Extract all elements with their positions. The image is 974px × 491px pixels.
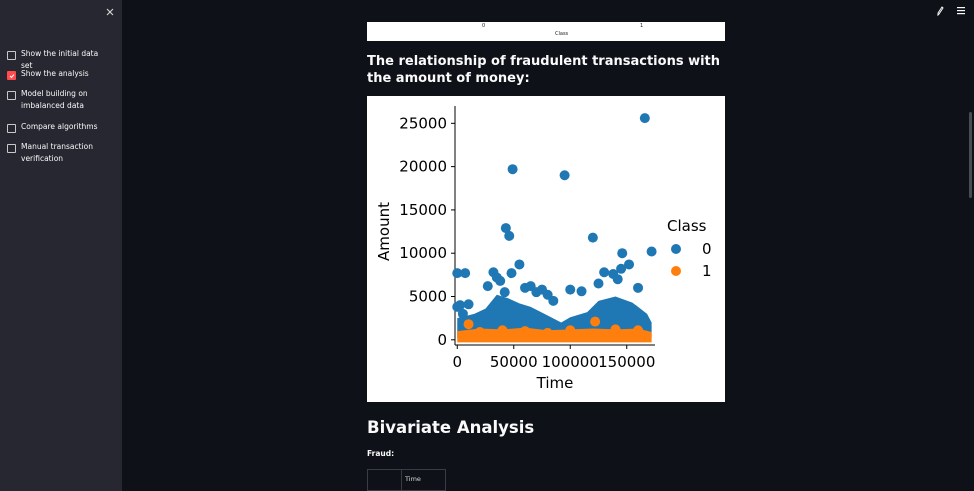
- checkbox-option[interactable]: Manual transaction verification: [7, 142, 111, 165]
- tick-label: 0: [482, 23, 486, 29]
- sidebar: Show the initial data set Show the analys…: [0, 0, 122, 491]
- checkbox[interactable]: [7, 144, 16, 153]
- y-tick-label: 0: [437, 331, 447, 349]
- hamburger-menu-icon[interactable]: [956, 6, 966, 18]
- checkbox-label: Show the initial data set: [21, 49, 99, 70]
- checkbox-option[interactable]: Model building on imbalanced data: [7, 89, 111, 112]
- class-0-point: [599, 267, 610, 278]
- y-tick-label: 25000: [399, 114, 447, 132]
- previous-chart-strip: 0 1 Class: [367, 22, 725, 41]
- class-0-point: [639, 113, 650, 124]
- scrollbar[interactable]: [969, 112, 972, 198]
- class-0-point: [559, 170, 570, 181]
- class-0-point: [507, 164, 518, 175]
- data-table: Time: [367, 469, 446, 491]
- checkmark-icon: [9, 73, 14, 78]
- table-header-time: Time: [405, 475, 421, 483]
- class-0-point: [457, 308, 468, 319]
- class-0-point: [452, 268, 463, 279]
- checkbox-label: Model building on imbalanced data: [21, 89, 88, 110]
- y-tick-label: 10000: [399, 244, 447, 262]
- class-0-point: [587, 232, 598, 243]
- class-1-point: [610, 324, 621, 335]
- class-0-point: [499, 287, 510, 298]
- class-1-point: [520, 326, 531, 337]
- class-0-point: [514, 259, 525, 270]
- checkbox-option[interactable]: Show the analysis: [7, 69, 111, 80]
- close-sidebar-button[interactable]: [103, 5, 117, 19]
- legend-title: Class: [667, 217, 707, 235]
- class-1-point: [497, 325, 508, 336]
- class-0-point: [624, 259, 635, 270]
- checkbox-option[interactable]: Show the initial data set: [7, 49, 111, 72]
- checkbox[interactable]: [7, 124, 16, 133]
- class-0-point: [612, 274, 623, 285]
- y-tick-label: 20000: [399, 158, 447, 176]
- checkbox[interactable]: [7, 91, 16, 100]
- class-0-point: [617, 248, 628, 259]
- class-0-point: [646, 246, 657, 257]
- class-0-point: [633, 282, 644, 293]
- class-0-point: [463, 299, 474, 310]
- checkbox-label: Show the analysis: [21, 69, 89, 78]
- class-0-point: [593, 278, 604, 289]
- class-1-point: [633, 325, 644, 336]
- y-tick-label: 15000: [399, 201, 447, 219]
- fraud-label: Fraud:: [367, 449, 395, 458]
- page-heading: The relationship of fraudulent transacti…: [367, 54, 721, 86]
- class-0-point: [482, 281, 493, 292]
- class-1-point: [590, 316, 601, 327]
- legend-marker: [671, 266, 681, 276]
- legend-marker: [671, 244, 681, 254]
- class-0-point: [576, 286, 587, 297]
- class-0-point: [495, 275, 506, 286]
- class-0-point: [460, 268, 471, 279]
- checkbox-option[interactable]: Compare algorithms: [7, 122, 111, 133]
- class-0-point: [616, 263, 627, 274]
- pencil-icon[interactable]: [936, 6, 944, 19]
- chart-svg: 0 5000 10000 15000 20000 25000 0 50000 100000 150…: [375, 106, 712, 392]
- tick-label: 1: [640, 23, 644, 29]
- x-tick-label: 50000: [490, 353, 538, 371]
- class-1-point: [565, 325, 576, 336]
- checkbox[interactable]: [7, 51, 16, 60]
- class-0-point: [565, 284, 576, 295]
- checkbox-label: Compare algorithms: [21, 122, 98, 131]
- x-tick-label: 150000: [598, 353, 655, 371]
- x-tick-label: 100000: [542, 353, 599, 371]
- checkbox-label: Manual transaction verification: [21, 142, 94, 163]
- class-0-point: [455, 300, 466, 311]
- axis-label: Class: [555, 31, 569, 37]
- legend-label: 1: [702, 262, 712, 280]
- section-title: Bivariate Analysis: [367, 418, 535, 437]
- y-axis-label: Amount: [375, 202, 393, 261]
- close-icon: [106, 8, 114, 16]
- class-1-point: [542, 327, 553, 338]
- class-0-point: [504, 230, 515, 241]
- x-tick-label: 0: [452, 353, 462, 371]
- x-axis-label: Time: [536, 374, 574, 392]
- y-tick-label: 5000: [409, 288, 447, 306]
- class-0-point: [548, 295, 559, 306]
- class-1-point: [463, 319, 474, 330]
- class-0-point: [506, 268, 517, 279]
- scatter-chart: 0 5000 10000 15000 20000 25000 0 50000 100000 150…: [367, 96, 725, 402]
- class-0-point: [500, 223, 511, 234]
- checkbox[interactable]: [7, 71, 16, 80]
- table-divider: [401, 470, 402, 490]
- class-1-point: [474, 327, 485, 338]
- legend-label: 0: [702, 240, 712, 258]
